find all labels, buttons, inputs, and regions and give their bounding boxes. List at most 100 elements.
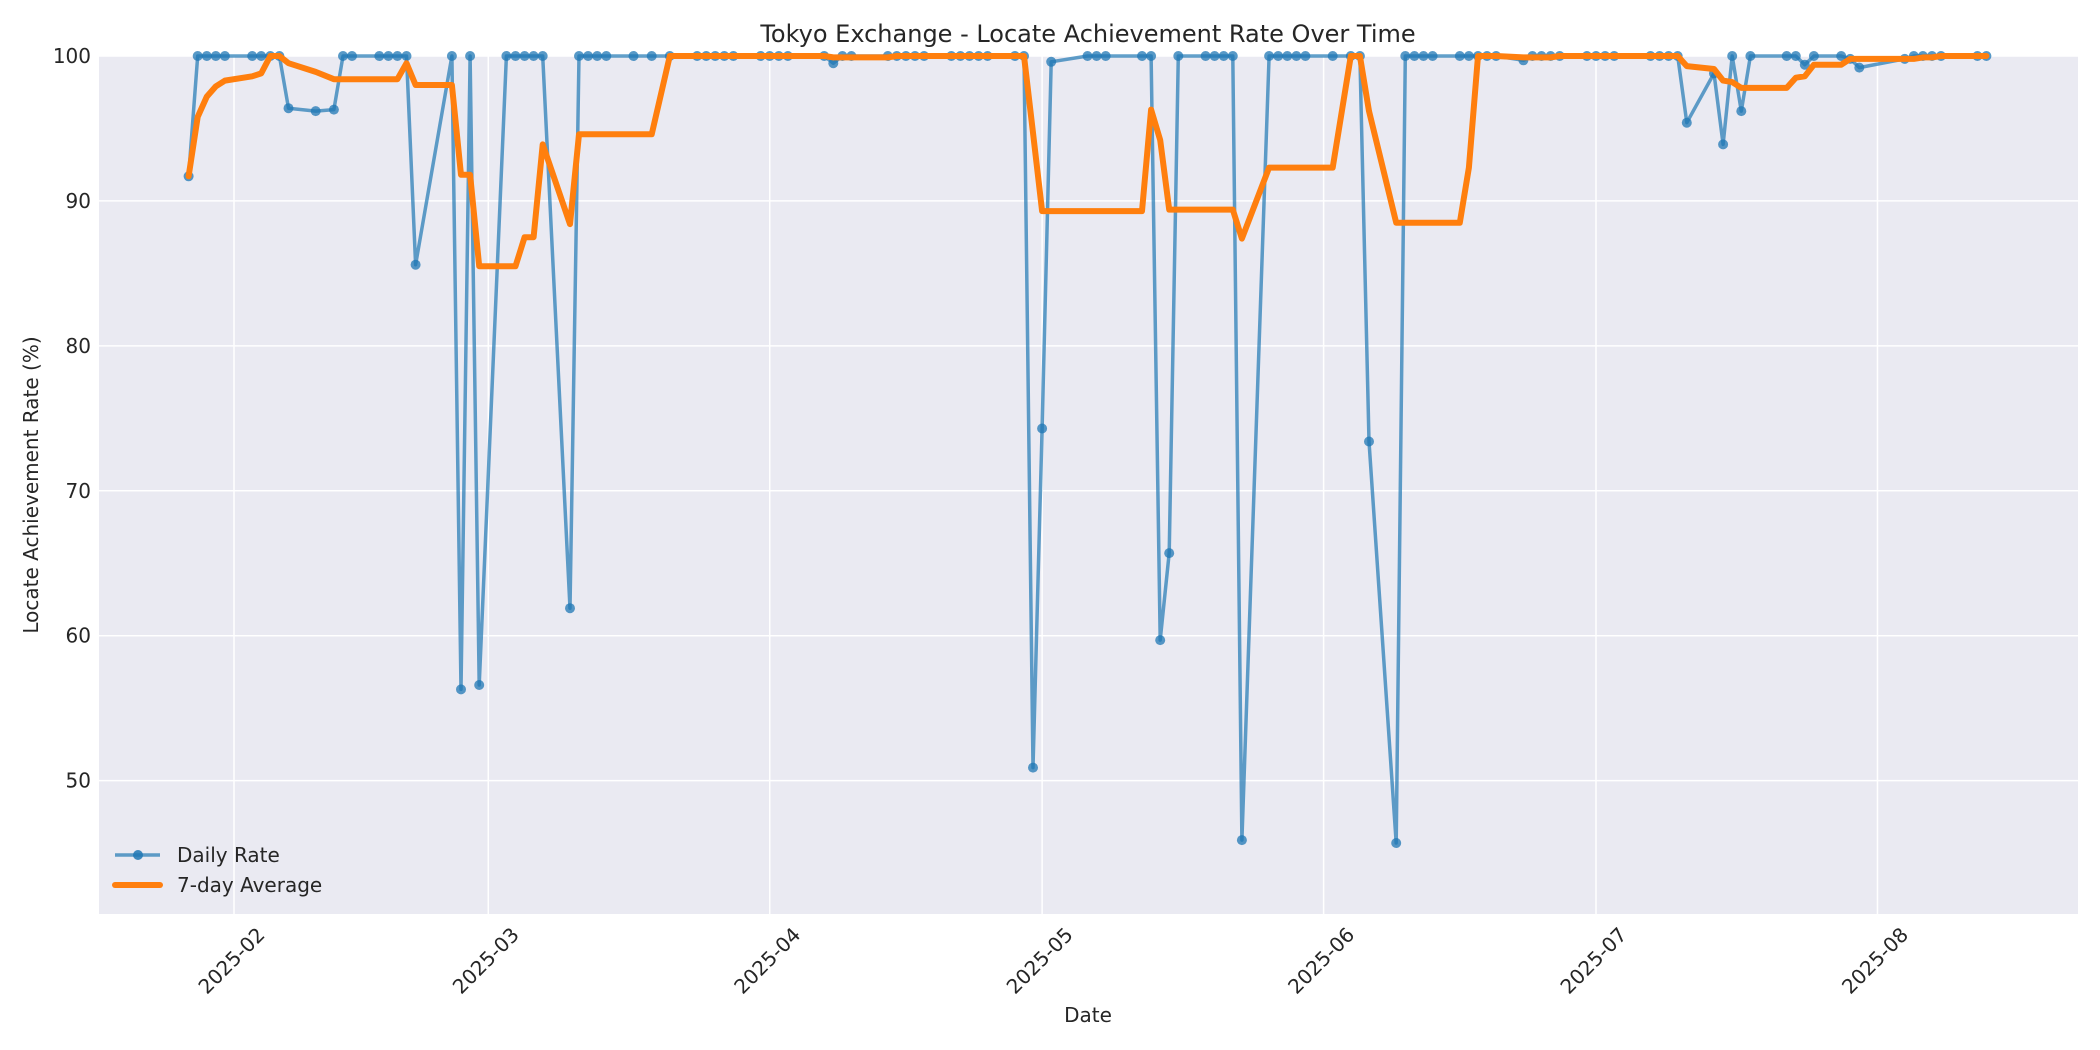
daily-rate-point xyxy=(383,51,394,61)
daily-rate-point xyxy=(501,51,512,61)
daily-rate-point xyxy=(537,51,548,61)
daily-rate-point xyxy=(1291,51,1302,61)
y-tick-label: 100 xyxy=(53,44,91,68)
daily-rate-point xyxy=(446,51,457,61)
daily-rate-point xyxy=(646,51,657,61)
x-tick-label: 2025-08 xyxy=(1837,923,1913,999)
daily-rate-point xyxy=(1164,548,1175,559)
daily-rate-point xyxy=(1100,51,1111,61)
daily-rate-point xyxy=(1681,117,1692,128)
daily-rate-point xyxy=(1282,51,1293,61)
daily-rate-point xyxy=(401,51,412,61)
daily-rate-point xyxy=(601,51,612,61)
y-axis-ticks: 50 60 70 80 90 100 xyxy=(53,44,91,793)
daily-rate-point xyxy=(510,51,521,61)
daily-rate-point xyxy=(1327,51,1338,61)
daily-rate-point xyxy=(574,51,584,61)
daily-rate-point xyxy=(1745,51,1756,61)
x-axis-label: Date xyxy=(1064,1003,1112,1027)
x-tick-label: 2025-04 xyxy=(729,923,805,999)
daily-rate-point xyxy=(1418,51,1429,61)
daily-rate-point xyxy=(1463,51,1474,61)
daily-rate-point xyxy=(1409,51,1420,61)
daily-rate-point xyxy=(201,51,212,61)
x-tick-label: 2025-05 xyxy=(1002,923,1078,999)
daily-rate-point xyxy=(210,51,221,61)
seven-day-average-line xyxy=(185,53,1990,270)
daily-rate-point xyxy=(410,259,421,270)
chart-title: Tokyo Exchange - Locate Achievement Rate… xyxy=(759,20,1415,48)
daily-rate-point xyxy=(1391,838,1402,848)
legend-label-daily-rate: Daily Rate xyxy=(177,843,280,867)
daily-rate-point xyxy=(1808,51,1819,61)
daily-rate-point xyxy=(1209,51,1220,61)
daily-rate-point xyxy=(1781,51,1792,61)
legend-item-7-day-average: 7-day Average xyxy=(112,873,322,897)
y-tick-label: 70 xyxy=(66,479,91,503)
daily-rate-point xyxy=(1854,62,1865,73)
daily-rate-point xyxy=(1200,51,1211,61)
daily-rate-point xyxy=(1400,51,1411,61)
daily-rate-point xyxy=(1427,51,1438,61)
daily-rate-point xyxy=(392,51,403,61)
x-tick-label: 2025-02 xyxy=(193,923,269,999)
daily-rate-point xyxy=(247,51,258,61)
plot-area xyxy=(99,56,2078,914)
daily-rate-point xyxy=(192,51,203,61)
daily-rate-point xyxy=(1236,835,1247,846)
x-tick-label: 2025-03 xyxy=(448,923,524,999)
y-tick-label: 60 xyxy=(66,624,91,648)
legend-label-7-day-average: 7-day Average xyxy=(177,873,322,897)
daily-rate-point xyxy=(374,51,385,61)
daily-rate-point xyxy=(1264,51,1275,61)
daily-rate-point xyxy=(1146,51,1157,61)
daily-rate-point xyxy=(1273,51,1284,61)
daily-rate-point xyxy=(1454,51,1465,61)
x-tick-label: 2025-07 xyxy=(1555,923,1631,999)
daily-rate-point xyxy=(1727,51,1738,61)
daily-rate-point xyxy=(1364,436,1374,447)
daily-rate-point xyxy=(338,51,348,61)
daily-rate-point xyxy=(1028,762,1038,773)
daily-rate-point xyxy=(1227,51,1238,61)
daily-rate-point xyxy=(828,58,839,69)
daily-rate-point xyxy=(583,51,594,61)
daily-rate-point xyxy=(1037,423,1048,434)
x-tick-label: 2025-06 xyxy=(1283,923,1359,999)
daily-rate-point xyxy=(310,106,321,117)
daily-rate-point xyxy=(1836,51,1847,61)
series-layer xyxy=(183,51,1992,848)
daily-rate-point xyxy=(592,51,603,61)
daily-rate-marker-icon xyxy=(133,850,143,860)
daily-rate-point xyxy=(1091,51,1102,61)
daily-rate-point xyxy=(474,680,485,690)
daily-rate-point xyxy=(219,51,230,61)
daily-rate-point xyxy=(1300,51,1311,61)
daily-rate-point xyxy=(456,684,466,695)
daily-rate-point xyxy=(1137,51,1147,61)
y-axis-label: Locate Achievement Rate (%) xyxy=(19,336,43,633)
legend: Daily Rate 7-day Average xyxy=(112,843,322,897)
daily-rate-point xyxy=(347,51,357,61)
y-tick-label: 80 xyxy=(66,334,91,358)
daily-rate-point xyxy=(283,103,294,114)
daily-rate-point xyxy=(1218,51,1229,61)
legend-item-daily-rate: Daily Rate xyxy=(115,843,280,867)
daily-rate-point xyxy=(1082,51,1093,61)
daily-rate-point xyxy=(519,51,530,61)
daily-rate-point xyxy=(1790,51,1801,61)
x-axis-ticks: 2025-02 2025-03 2025-04 2025-05 2025-06 2025-… xyxy=(193,923,1913,999)
daily-rate-point xyxy=(1736,106,1747,117)
daily-rate-point xyxy=(1799,59,1810,70)
daily-rate-point xyxy=(628,51,639,61)
daily-rate-point xyxy=(1155,635,1166,646)
daily-rate-point xyxy=(1046,56,1057,67)
daily-rate-point xyxy=(256,51,267,61)
daily-rate-point xyxy=(465,51,476,61)
daily-rate-point xyxy=(565,603,575,614)
daily-rate-point xyxy=(1718,139,1729,150)
y-tick-label: 50 xyxy=(66,769,91,793)
daily-rate-point xyxy=(1173,51,1184,61)
daily-rate-point xyxy=(328,104,339,115)
